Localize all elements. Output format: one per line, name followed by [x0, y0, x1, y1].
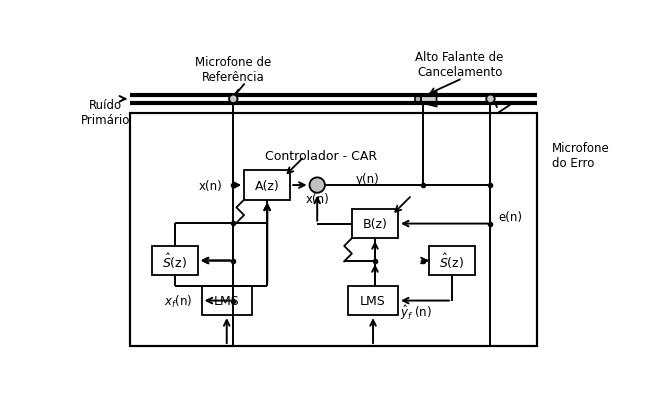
- Text: Ruído
Primário: Ruído Primário: [81, 99, 130, 127]
- Bar: [352, 209, 398, 239]
- Text: $\hat{S}$(z): $\hat{S}$(z): [439, 251, 464, 270]
- Text: $\hat{S}$(z): $\hat{S}$(z): [162, 251, 187, 270]
- Text: B(z): B(z): [362, 217, 388, 231]
- Text: LMS: LMS: [214, 294, 240, 307]
- Bar: [244, 171, 290, 200]
- Circle shape: [486, 95, 495, 104]
- Text: +: +: [309, 178, 319, 188]
- Text: $\hat{y}_f$ (n): $\hat{y}_f$ (n): [401, 302, 432, 321]
- Bar: [130, 113, 537, 346]
- Text: e(n): e(n): [498, 211, 522, 224]
- Text: Controlador - CAR: Controlador - CAR: [265, 149, 377, 162]
- Bar: [429, 246, 475, 275]
- Text: x(n): x(n): [306, 193, 329, 206]
- Polygon shape: [421, 93, 437, 107]
- Text: Alto Falante de
Cancelamento: Alto Falante de Cancelamento: [415, 51, 504, 79]
- Bar: [348, 286, 398, 316]
- Text: Microfone de
Referência: Microfone de Referência: [195, 56, 271, 83]
- Text: A(z): A(z): [255, 179, 280, 192]
- Bar: [130, 113, 537, 346]
- Text: x(n): x(n): [199, 179, 222, 192]
- Text: y(n): y(n): [355, 173, 379, 186]
- Polygon shape: [415, 95, 421, 104]
- Text: LMS: LMS: [360, 294, 386, 307]
- Bar: [152, 246, 198, 275]
- Text: +: +: [313, 184, 322, 194]
- Text: Microfone
do Erro: Microfone do Erro: [552, 142, 610, 170]
- Circle shape: [229, 95, 238, 104]
- Circle shape: [309, 178, 325, 193]
- Text: $x_f$(n): $x_f$(n): [164, 293, 193, 309]
- Bar: [202, 286, 252, 316]
